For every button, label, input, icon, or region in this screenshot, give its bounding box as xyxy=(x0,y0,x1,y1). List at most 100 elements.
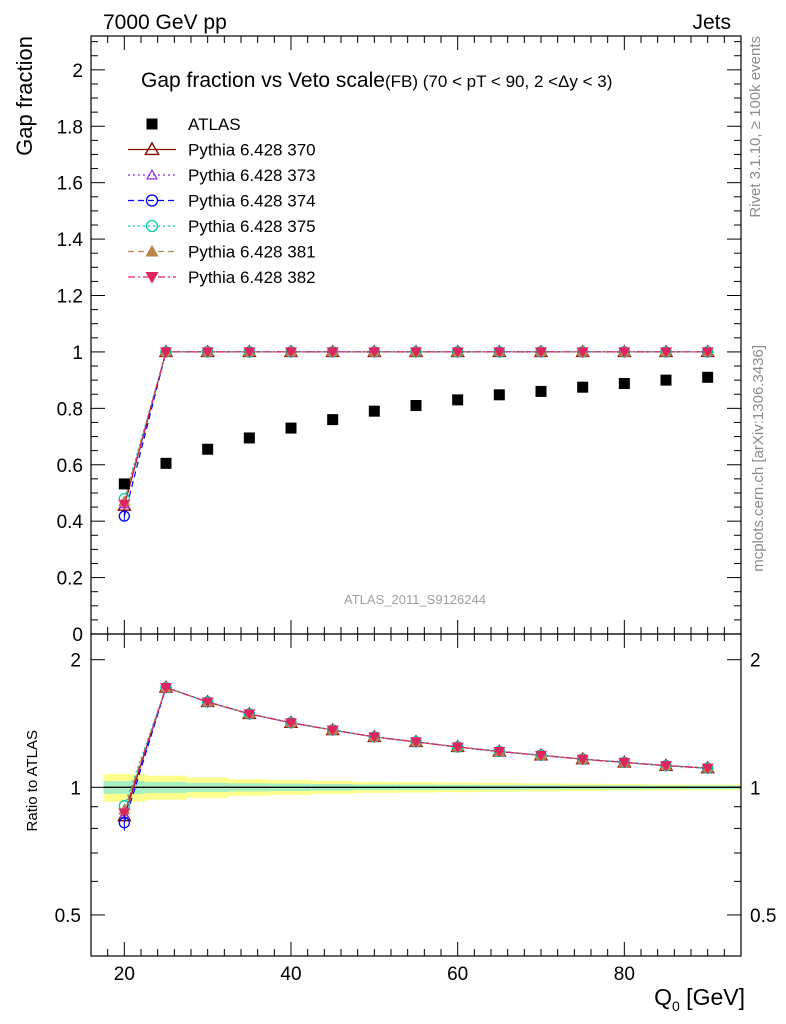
ratio-y-tick-label-right: 1 xyxy=(750,778,761,799)
ratio-data-point xyxy=(701,763,714,775)
data-point xyxy=(118,499,131,511)
series-pythia-6-428-382 xyxy=(118,347,714,511)
x-tick-label: 40 xyxy=(280,964,301,985)
chart-title: Gap fraction vs Veto scale(FB) (70 < pT … xyxy=(141,69,612,92)
ratio-series-group xyxy=(117,680,715,831)
series-pythia-6-428-381 xyxy=(118,345,714,506)
data-point xyxy=(368,405,380,417)
series-pythia-6-428-375 xyxy=(118,346,714,505)
legend-entry: Pythia 6.428 381 xyxy=(128,243,316,262)
main-series-group xyxy=(117,344,715,522)
legend-marker xyxy=(145,194,159,207)
x-tick-label: 20 xyxy=(114,964,135,985)
legend-entry: ATLAS xyxy=(146,115,241,134)
legend-label: Pythia 6.428 373 xyxy=(188,166,316,185)
main-y-axis: 0 0.2 0.4 0.6 0.8 1 1.2 1.4 1.6 1.8 2 xyxy=(57,41,741,646)
data-point xyxy=(410,347,422,358)
legend-entry: Pythia 6.428 382 xyxy=(128,268,316,287)
ratio-data-point xyxy=(243,709,256,720)
legend-marker xyxy=(146,168,158,180)
chart-title-suffix: (FB) (70 < pT < 90, 2 <Δy < 3) xyxy=(385,72,612,91)
main-y-tick-label: 0.4 xyxy=(57,512,84,533)
ratio-y-axis: 0.5 0.5 1 1 2 2 xyxy=(55,651,776,957)
ratio-plot-panel: 0.5 0.5 1 1 2 2 20 40 60 80 xyxy=(55,633,776,985)
ratio-y-axis-title: Ratio to ATLAS xyxy=(24,730,41,831)
rivet-version-label: Rivet 3.1.10, ≥ 100k events xyxy=(747,36,764,218)
data-point xyxy=(618,347,631,358)
series-line xyxy=(123,351,708,499)
ratio-y-tick-label-right: 0.5 xyxy=(750,906,776,927)
data-point xyxy=(702,371,714,383)
x-axis-title-subscript: 0 xyxy=(672,998,680,1014)
main-y-tick-label: 1 xyxy=(72,343,83,364)
ratio-data-point xyxy=(660,761,672,772)
legend-label: Pythia 6.428 370 xyxy=(188,141,316,160)
series-line xyxy=(123,351,708,506)
data-point xyxy=(160,457,172,469)
legend-label: Pythia 6.428 375 xyxy=(188,217,316,236)
data-point xyxy=(451,347,464,358)
ratio-plot-frame xyxy=(90,633,742,957)
x-axis-title-unit: [GeV] xyxy=(680,984,745,1010)
data-point xyxy=(618,378,630,390)
ratio-data-point xyxy=(618,757,631,769)
legend: ATLAS Pythia 6.428 370 Pythia 6.428 373 Pyt… xyxy=(128,115,316,287)
ratio-series-pythia-6-428-382 xyxy=(118,682,714,819)
data-point xyxy=(701,347,714,358)
data-point xyxy=(285,422,297,434)
ratio-y-tick-label: 2 xyxy=(70,651,81,672)
data-point xyxy=(660,374,672,386)
main-y-tick-label: 1.6 xyxy=(57,174,83,195)
data-point xyxy=(326,347,339,358)
chart-title-main: Gap fraction vs Veto scale xyxy=(141,69,385,92)
main-y-tick-label: 1.2 xyxy=(57,287,83,308)
data-point xyxy=(452,394,464,406)
series-line xyxy=(123,351,708,505)
main-y-axis-title: Gap fraction xyxy=(12,36,37,156)
series-pythia-6-428-374 xyxy=(118,346,714,522)
main-x-axis xyxy=(107,36,725,634)
x-axis-title: Q0 [GeV] xyxy=(654,984,745,1014)
series-line xyxy=(123,351,708,517)
legend-entry: Pythia 6.428 370 xyxy=(128,141,316,160)
legend-label: Pythia 6.428 374 xyxy=(188,192,316,211)
ratio-series-line xyxy=(123,686,708,823)
ratio-data-point xyxy=(535,750,547,762)
ratio-data-point xyxy=(201,697,214,708)
main-y-tick-label: 0 xyxy=(72,625,83,646)
data-point xyxy=(660,347,672,358)
legend-entry: Pythia 6.428 374 xyxy=(128,192,316,211)
ratio-data-point xyxy=(576,754,589,766)
x-tick-label: 80 xyxy=(614,964,635,985)
x-tick-label: 60 xyxy=(447,964,468,985)
ratio-series-line xyxy=(123,686,708,814)
mcplots-reference-label: mcplots.cern.ch [arXiv:1306.3436] xyxy=(750,345,767,572)
ratio-data-point xyxy=(285,718,297,729)
data-point xyxy=(202,443,214,455)
data-point xyxy=(535,347,547,358)
ratio-y-tick-label: 1 xyxy=(70,778,81,799)
data-point xyxy=(368,347,381,358)
ratio-data-point xyxy=(451,742,464,753)
ratio-x-axis: 20 40 60 80 xyxy=(107,634,725,985)
series-line xyxy=(123,351,708,505)
series-atlas xyxy=(118,371,714,490)
legend-entry: Pythia 6.428 375 xyxy=(128,217,316,236)
data-point xyxy=(535,385,547,397)
legend-label: ATLAS xyxy=(188,115,241,134)
series-line xyxy=(123,351,708,502)
main-y-tick-label: 0.2 xyxy=(57,569,83,590)
main-y-tick-label: 1.8 xyxy=(57,117,83,138)
ratio-data-point xyxy=(118,808,131,819)
legend-marker xyxy=(145,219,159,233)
main-y-tick-label: 1.4 xyxy=(57,230,84,251)
data-point xyxy=(160,347,172,358)
data-point xyxy=(118,478,130,490)
data-point xyxy=(577,381,589,393)
main-y-tick-label: 0.8 xyxy=(57,399,83,420)
legend-marker xyxy=(145,272,159,284)
ratio-y-tick-label-right: 2 xyxy=(750,651,761,672)
data-point xyxy=(327,414,339,426)
legend-entry: Pythia 6.428 373 xyxy=(128,166,316,185)
